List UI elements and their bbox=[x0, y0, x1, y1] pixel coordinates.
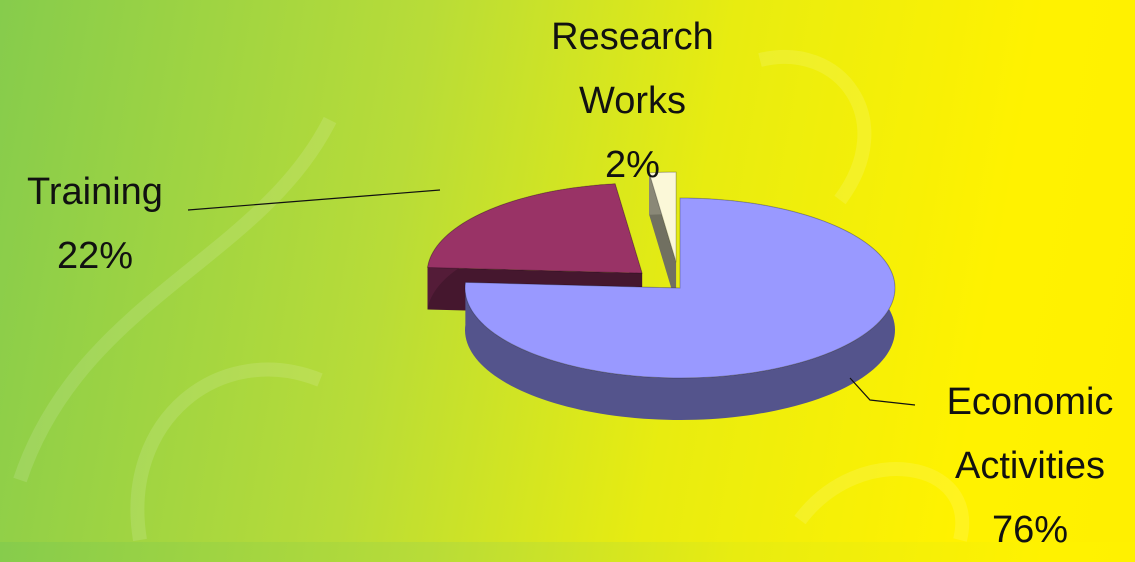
background-ornament bbox=[13, 49, 970, 542]
leader-line bbox=[187, 189, 441, 211]
slice-top bbox=[464, 197, 896, 379]
category-label: Training bbox=[27, 171, 163, 213]
ornament bbox=[758, 49, 872, 205]
value-label: 76% bbox=[991, 509, 1069, 551]
category-label: Economic Activities bbox=[946, 381, 1114, 487]
ornament bbox=[13, 116, 337, 483]
slice bbox=[464, 197, 896, 420]
value-label: 22% bbox=[56, 235, 134, 277]
slice-top bbox=[648, 171, 677, 263]
slice bbox=[648, 171, 677, 305]
chart bbox=[13, 49, 970, 542]
ornament bbox=[794, 462, 970, 542]
slice-top bbox=[426, 183, 643, 274]
category-label: Research Works bbox=[551, 16, 714, 122]
value-label: 2% bbox=[605, 144, 660, 186]
ornament bbox=[130, 362, 323, 542]
leader-line bbox=[849, 377, 916, 406]
